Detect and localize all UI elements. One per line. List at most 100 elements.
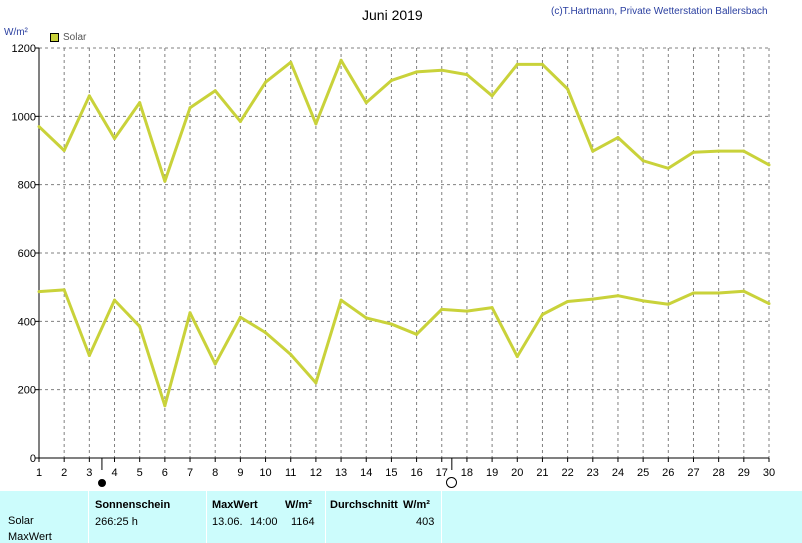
average-value: 403 — [416, 516, 435, 528]
x-tick-label: 12 — [310, 467, 322, 479]
row-label-maxwert: MaxWert — [8, 531, 52, 543]
data-point-average — [415, 332, 419, 336]
new-moon-icon — [97, 479, 106, 487]
data-point-average — [213, 362, 217, 366]
data-point-average — [591, 297, 595, 301]
data-point-max — [641, 159, 645, 163]
sunshine-value: 266:25 h — [95, 516, 138, 528]
data-point-average — [364, 316, 368, 320]
data-point-average — [641, 299, 645, 303]
data-point-max — [87, 94, 91, 98]
data-point-average — [238, 315, 242, 319]
x-tick-label: 7 — [187, 467, 193, 479]
data-point-average — [163, 404, 167, 408]
max-time: 14:00 — [250, 516, 278, 528]
data-point-average — [314, 381, 318, 385]
x-tick-label: 27 — [687, 467, 699, 479]
data-point-max — [389, 78, 393, 82]
column-divider — [325, 491, 326, 543]
column-divider — [441, 491, 442, 543]
data-point-max — [213, 89, 217, 93]
y-tick-label: 0 — [30, 453, 36, 465]
x-tick-label: 2 — [61, 467, 67, 479]
x-tick-label: 20 — [511, 467, 523, 479]
x-tick-label: 8 — [212, 467, 218, 479]
data-point-max — [540, 62, 544, 66]
data-point-max — [113, 137, 117, 141]
data-point-max — [440, 68, 444, 72]
max-value: 1164 — [291, 516, 315, 528]
data-point-max — [339, 58, 343, 62]
x-tick-label: 30 — [763, 467, 775, 479]
data-point-max — [289, 60, 293, 64]
chart-title: Juni 2019 — [362, 7, 423, 23]
data-point-max — [666, 166, 670, 170]
data-point-max — [591, 149, 595, 153]
data-point-average — [264, 331, 268, 335]
y-axis-unit: W/m² — [4, 27, 28, 38]
x-tick-label: 28 — [713, 467, 725, 479]
x-tick-label: 5 — [137, 467, 143, 479]
data-point-average — [616, 294, 620, 298]
x-tick-label: 3 — [86, 467, 92, 479]
max-date: 13.06. — [212, 516, 243, 528]
y-tick-label: 400 — [18, 316, 36, 328]
x-tick-label: 23 — [587, 467, 599, 479]
data-point-max — [314, 122, 318, 126]
x-tick-label: 14 — [360, 467, 372, 479]
data-point-max — [515, 62, 519, 66]
data-point-max — [616, 136, 620, 140]
data-point-max — [163, 179, 167, 183]
legend-swatch — [50, 33, 59, 42]
series-line-average — [38, 288, 770, 408]
x-tick-label: 4 — [111, 467, 117, 479]
data-point-average — [62, 288, 66, 292]
y-tick-label: 200 — [18, 385, 36, 397]
header-unit-max: W/m² — [285, 499, 312, 511]
data-point-average — [717, 291, 721, 295]
y-tick-label: 1000 — [12, 111, 36, 123]
data-point-max — [415, 70, 419, 74]
header-durchschnitt: Durchschnitt — [330, 499, 398, 511]
data-point-average — [540, 313, 544, 316]
data-point-average — [566, 300, 570, 304]
legend-label: Solar — [63, 32, 87, 43]
y-tick-label: 800 — [18, 180, 36, 192]
legend: Solar — [50, 32, 86, 43]
data-point-average — [465, 309, 469, 313]
x-tick-label: 17 — [436, 467, 448, 479]
x-tick-label: 13 — [335, 467, 347, 479]
x-tick-label: 25 — [637, 467, 649, 479]
data-point-average — [339, 298, 343, 302]
data-point-average — [490, 306, 494, 310]
data-point-max — [138, 101, 142, 105]
data-point-max — [238, 119, 242, 123]
full-moon-icon — [446, 477, 458, 488]
x-tick-label: 18 — [461, 467, 473, 479]
data-point-max — [742, 149, 746, 153]
data-point-average — [113, 298, 117, 302]
x-tick-label: 24 — [612, 467, 624, 479]
x-tick-label: 6 — [162, 467, 168, 479]
data-point-average — [742, 289, 746, 293]
data-point-average — [37, 290, 41, 294]
data-point-max — [465, 73, 469, 77]
series-line-max — [37, 58, 770, 183]
y-tick-label: 600 — [18, 248, 36, 260]
data-point-average — [515, 355, 519, 359]
x-tick-label: 9 — [237, 467, 243, 479]
column-divider — [206, 491, 207, 543]
data-point-max — [566, 87, 570, 91]
data-point-average — [138, 324, 142, 328]
x-tick-label: 1 — [36, 467, 42, 479]
data-point-average — [691, 291, 695, 295]
summary-table: Solar MaxWert Sonnenschein 266:25 h MaxW… — [0, 491, 802, 543]
x-tick-label: 26 — [662, 467, 674, 479]
data-point-average — [440, 307, 444, 311]
x-tick-label: 21 — [536, 467, 548, 479]
data-point-average — [389, 322, 393, 326]
x-tick-label: 29 — [738, 467, 750, 479]
x-tick-label: 22 — [561, 467, 573, 479]
copyright-text: (c)T.Hartmann, Private Wetterstation Bal… — [551, 6, 768, 17]
x-tick-label: 19 — [486, 467, 498, 479]
